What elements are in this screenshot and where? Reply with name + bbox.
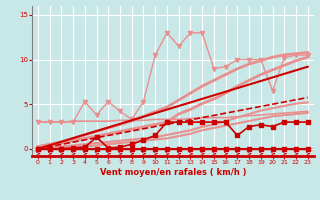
X-axis label: Vent moyen/en rafales ( km/h ): Vent moyen/en rafales ( km/h ) (100, 168, 246, 177)
